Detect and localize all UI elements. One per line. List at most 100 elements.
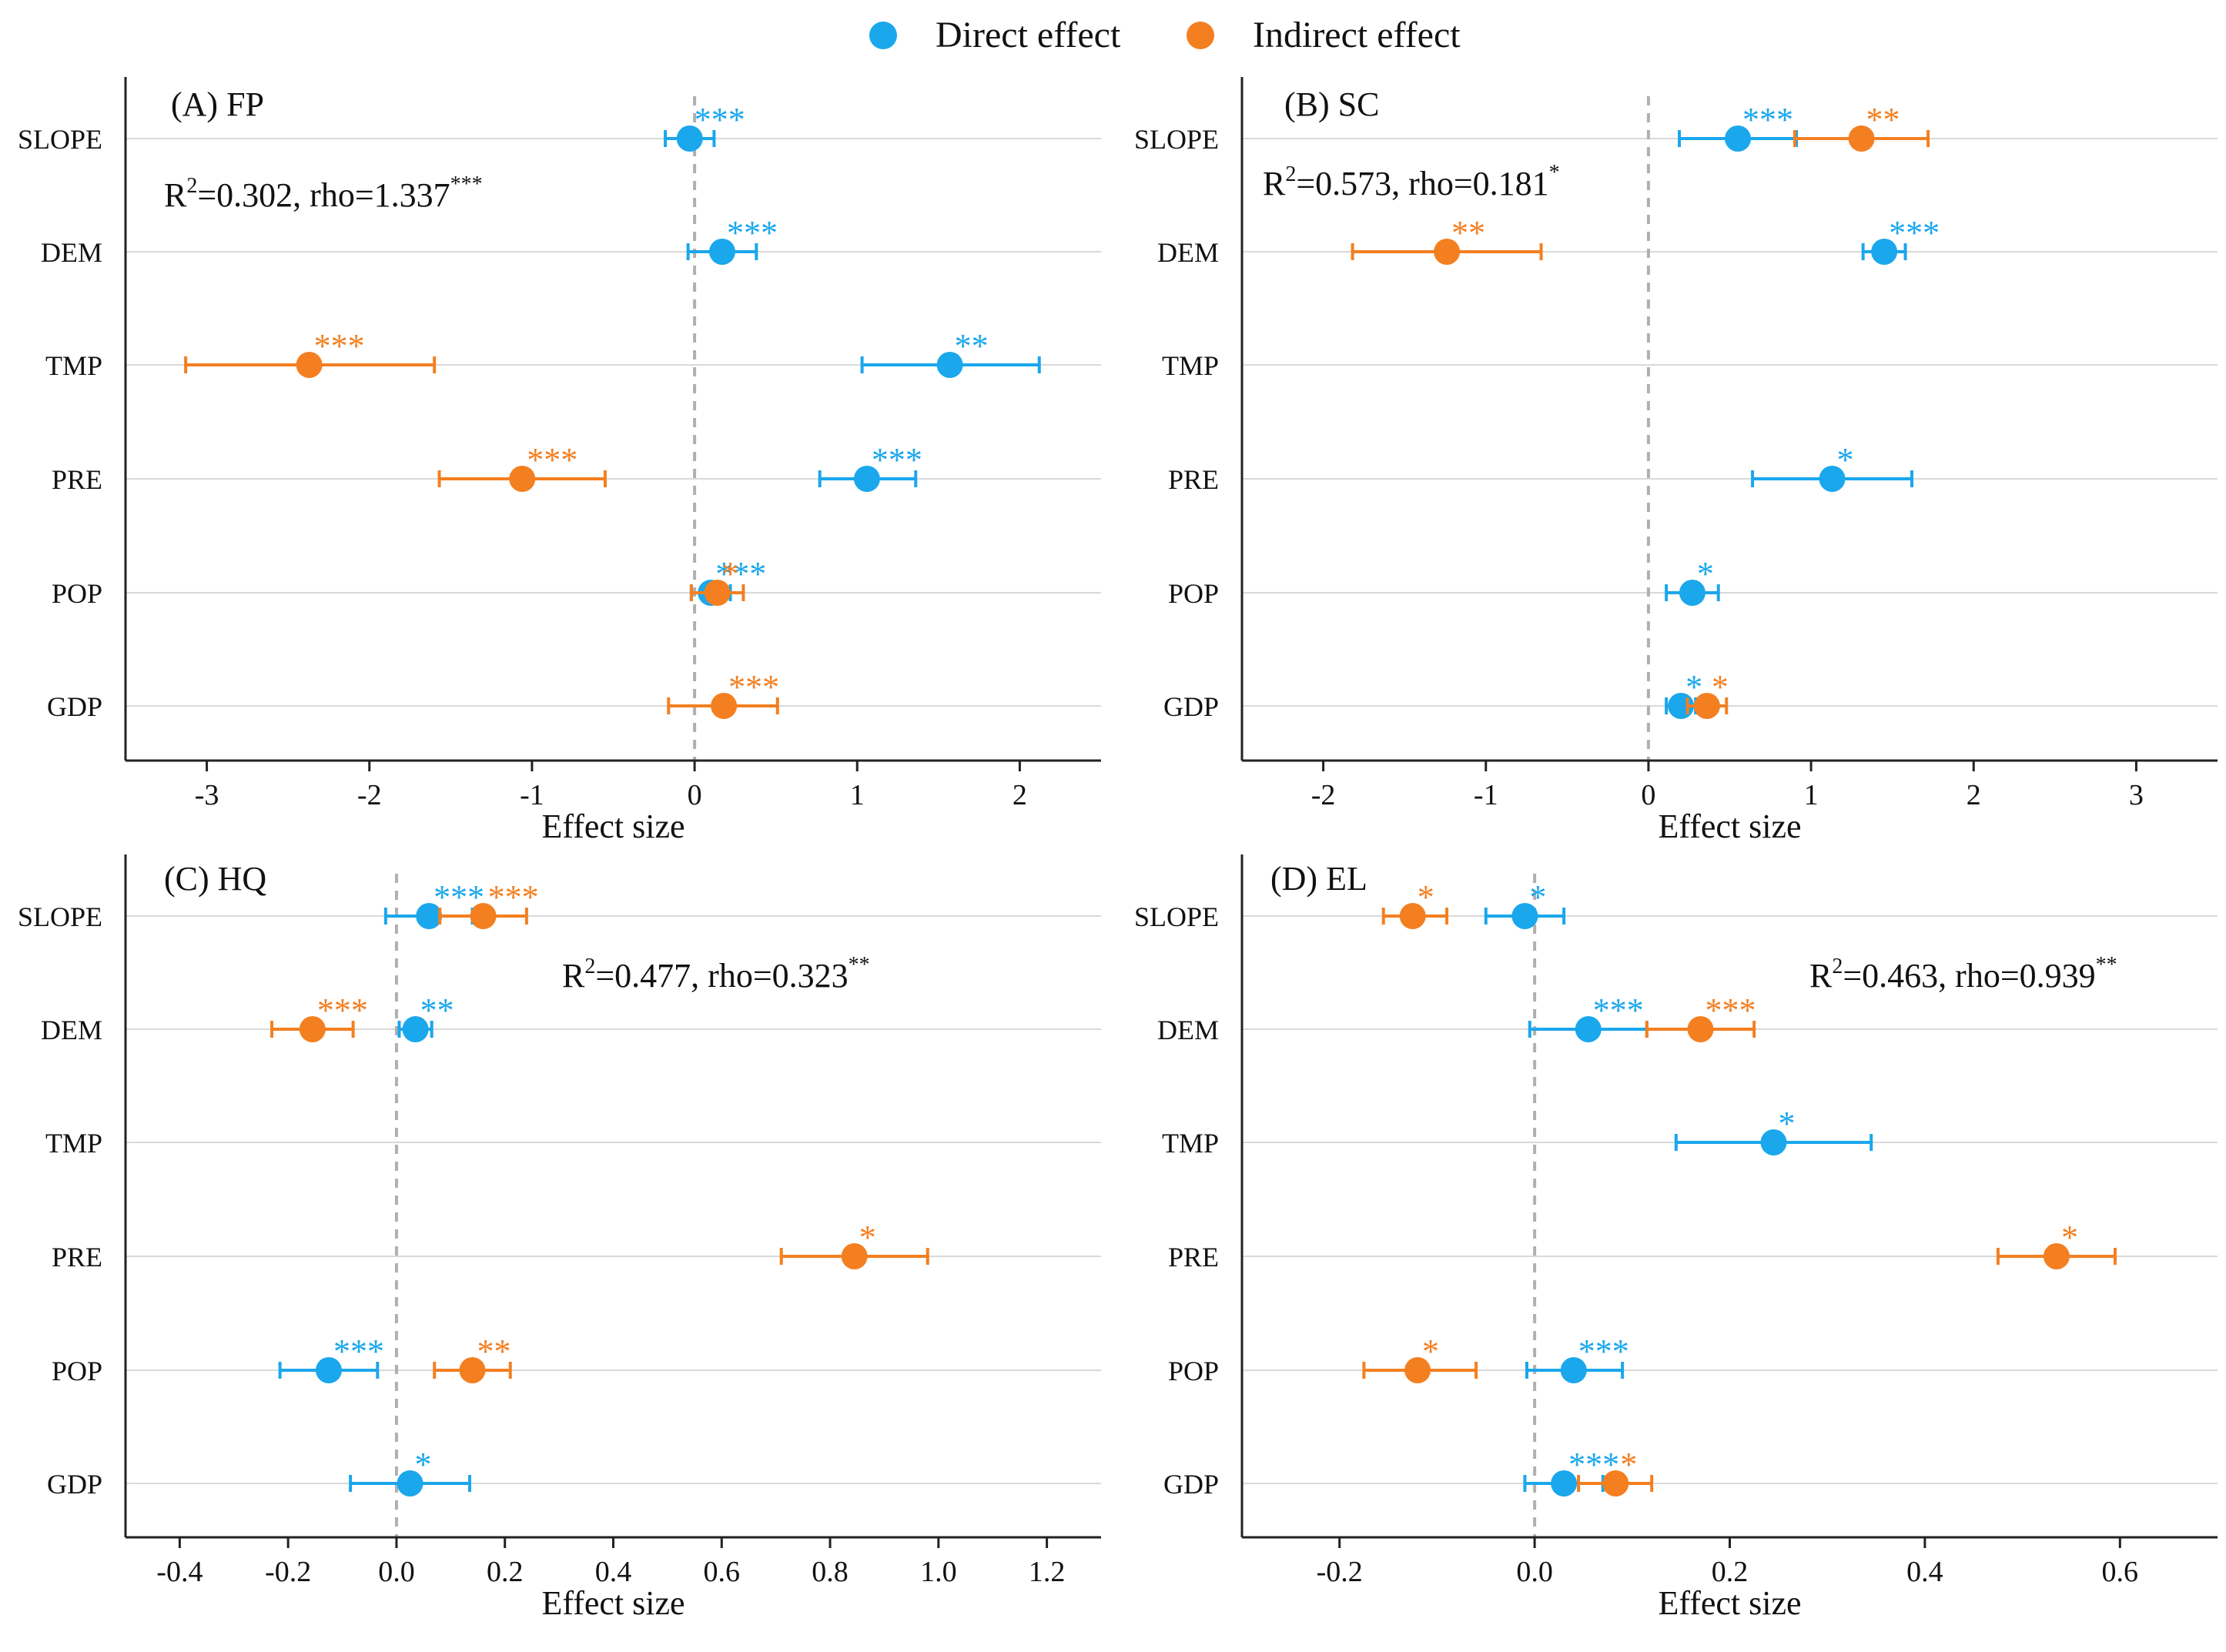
x-tick-label: 2	[1967, 779, 1981, 811]
category-label-tmp: TMP	[45, 1128, 102, 1159]
panel-d: SLOPE DEM TMP PRE POP GDP -0.2 0.0 0.2 0.4 0.6 Effe…	[1134, 854, 2218, 1622]
indirect-point-pop	[1404, 1357, 1431, 1383]
direct-point-slope	[1725, 125, 1752, 152]
x-tick-label: 2	[1013, 779, 1027, 811]
x-tick-label: 0	[1641, 779, 1655, 811]
indirect-significance-gdp: *	[1712, 668, 1729, 706]
indirect-significance-pop: *	[1422, 1333, 1439, 1370]
x-tick-label: 1	[1804, 779, 1819, 811]
direct-significance-gdp: *	[415, 1446, 432, 1483]
x-tick-label: -0.4	[156, 1556, 203, 1588]
category-label-tmp: TMP	[1162, 350, 1219, 381]
indirect-significance-slope: ***	[488, 878, 539, 916]
x-axis-label: Effect size	[1658, 808, 1801, 845]
category-label-slope: SLOPE	[18, 901, 102, 932]
panel-title: (C) HQ	[164, 860, 266, 898]
category-label-dem: DEM	[41, 1015, 102, 1045]
x-axis-label: Effect size	[541, 1584, 685, 1622]
x-tick-label: 3	[2129, 779, 2144, 811]
indirect-point-gdp	[1602, 1470, 1629, 1496]
category-label-slope: SLOPE	[1134, 124, 1219, 155]
direct-point-dem	[1871, 239, 1898, 265]
indirect-significance-pre: ***	[527, 441, 577, 479]
indirect-significance-dem: ***	[1705, 992, 1756, 1029]
stat-annotation: R2=0.477, rho=0.323**	[562, 953, 870, 995]
direct-point-pop	[1679, 580, 1705, 606]
x-tick-label: -2	[1311, 779, 1336, 811]
category-label-pre: PRE	[1168, 1242, 1219, 1272]
x-tick-label: -1	[520, 779, 544, 811]
direct-point-pre	[1819, 466, 1846, 492]
indirect-significance-tmp: ***	[314, 327, 365, 365]
category-label-pop: POP	[52, 578, 102, 609]
direct-significance-slope: *	[1529, 878, 1546, 916]
panel-a: SLOPE DEM TMP PRE POP GDP -3 -2 -1 0 1 2 Effect size…	[18, 77, 1101, 845]
legend-direct-marker	[869, 22, 897, 49]
direct-point-gdp	[1551, 1470, 1578, 1496]
legend-indirect-label: Indirect effect	[1253, 15, 1461, 55]
direct-point-gdp	[397, 1470, 423, 1496]
indirect-point-slope	[1848, 125, 1875, 152]
x-tick-label: 0.4	[595, 1556, 632, 1588]
x-tick-label: 1	[850, 779, 865, 811]
indirect-significance-slope: *	[1418, 878, 1434, 916]
panel-b: SLOPE DEM TMP PRE POP GDP -2 -1 0 1 2 3 Effect size (…	[1134, 77, 2218, 845]
indirect-significance-dem: **	[1451, 214, 1485, 252]
category-label-pop: POP	[52, 1356, 102, 1386]
direct-point-pop	[315, 1357, 342, 1383]
x-tick-label: -0.2	[265, 1556, 311, 1588]
indirect-significance-pre: *	[859, 1219, 876, 1256]
indirect-point-slope	[470, 903, 497, 929]
indirect-point-gdp	[1693, 693, 1720, 719]
direct-point-pop	[1560, 1357, 1587, 1383]
stat-annotation: R2=0.302, rho=1.337***	[164, 172, 483, 214]
indirect-point-dem	[1434, 239, 1461, 265]
indirect-point-pre	[841, 1243, 868, 1269]
category-label-gdp: GDP	[47, 691, 102, 722]
x-tick-label: 0.4	[1906, 1556, 1943, 1588]
x-tick-label: 0	[688, 779, 702, 811]
x-tick-label: -0.2	[1317, 1556, 1363, 1588]
category-label-dem: DEM	[41, 237, 102, 268]
direct-point-slope	[1511, 903, 1538, 929]
direct-significance-tmp: *	[1779, 1105, 1796, 1142]
indirect-point-pre	[2043, 1243, 2070, 1269]
direct-point-pre	[853, 466, 880, 492]
category-label-pre: PRE	[52, 464, 102, 495]
indirect-point-dem	[1687, 1016, 1714, 1042]
x-tick-label: 0.2	[487, 1556, 524, 1588]
direct-significance-pre: *	[1837, 441, 1854, 479]
category-label-pre: PRE	[1168, 464, 1219, 495]
category-label-tmp: TMP	[1162, 1128, 1219, 1159]
legend: Direct effect Indirect effect	[869, 15, 1461, 55]
x-tick-label: 1.0	[920, 1556, 957, 1588]
direct-significance-dem: ***	[727, 214, 778, 252]
stat-annotation: R2=0.573, rho=0.181*	[1263, 161, 1560, 202]
indirect-point-pop	[459, 1357, 486, 1383]
x-axis-label: Effect size	[541, 808, 685, 845]
x-axis-label: Effect size	[1658, 1584, 1801, 1622]
category-label-dem: DEM	[1157, 1015, 1219, 1045]
direct-point-slope	[676, 125, 703, 152]
direct-significance-slope: ***	[695, 101, 745, 139]
category-label-gdp: GDP	[1163, 1469, 1219, 1500]
indirect-significance-pop: **	[477, 1333, 510, 1370]
x-tick-label: -3	[195, 779, 219, 811]
x-tick-label: 0.2	[1712, 1556, 1749, 1588]
x-tick-label: 0.6	[2102, 1556, 2139, 1588]
x-tick-label: 0.6	[704, 1556, 741, 1588]
indirect-point-tmp	[296, 352, 323, 378]
indirect-point-gdp	[711, 693, 738, 719]
direct-point-dem	[708, 239, 735, 265]
panel-title: (B) SC	[1284, 85, 1379, 123]
indirect-significance-pop: *	[722, 555, 739, 593]
indirect-point-pre	[509, 466, 536, 492]
indirect-significance-slope: **	[1866, 101, 1900, 139]
x-tick-label: 0.0	[1516, 1556, 1553, 1588]
category-label-gdp: GDP	[1163, 691, 1219, 722]
direct-significance-dem: **	[420, 992, 454, 1029]
legend-indirect-marker	[1187, 22, 1214, 49]
direct-significance-pop: *	[1697, 555, 1714, 593]
